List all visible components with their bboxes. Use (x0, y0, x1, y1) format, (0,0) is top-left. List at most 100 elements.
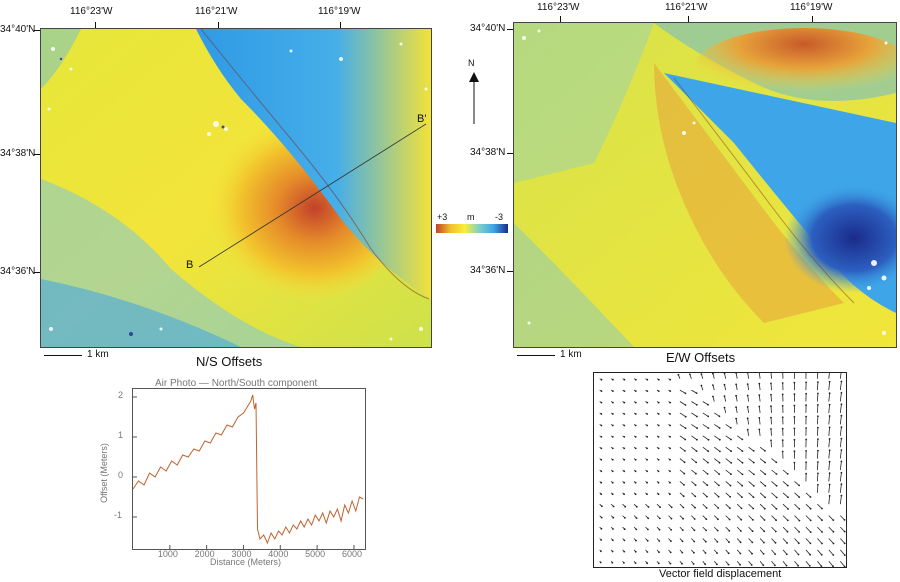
vector-arrow-head (612, 390, 614, 392)
vector-arrow-head (611, 481, 614, 484)
vector-arrow-head (612, 413, 614, 415)
vector-arrow-head (764, 449, 766, 452)
vector-arrow-head (805, 404, 807, 407)
vector-arrow-head (600, 378, 603, 381)
vector-arrow-head (828, 472, 831, 474)
vector-arrow-head (774, 553, 777, 555)
vector-arrow (758, 417, 761, 425)
vector-arrow-head (634, 413, 637, 415)
vector-arrow (771, 515, 777, 521)
vector-arrow-head (781, 393, 784, 396)
ns-offsets-raster (41, 29, 431, 347)
vector-arrow (770, 440, 772, 448)
vector-arrow-head (828, 483, 831, 486)
vector-arrow (794, 492, 800, 498)
vector-arrow-head (646, 378, 649, 381)
vector-arrow-head (600, 516, 603, 519)
vector-arrow-head (612, 401, 614, 404)
ew-offsets-map (513, 22, 897, 348)
vector-arrow-head (716, 563, 718, 566)
vector-arrow (758, 395, 761, 402)
vector-arrow-head (669, 481, 671, 484)
vector-arrow-head (793, 461, 796, 464)
vector-arrow (759, 503, 766, 509)
vector-arrow (714, 446, 721, 452)
vector-arrow (724, 384, 727, 391)
vector-arrow (782, 561, 787, 566)
vector-arrow-head (746, 417, 749, 420)
vector-arrow-head (781, 382, 784, 384)
vector-arrow-head (774, 530, 777, 533)
vector-arrow-head (623, 436, 626, 438)
vector-arrow (782, 526, 788, 532)
lat-label-3: 34°36'N (0, 266, 36, 277)
vector-arrow-head (670, 540, 672, 542)
vector-arrow (828, 450, 830, 459)
vector-arrow (759, 481, 766, 487)
vector-arrow-head (712, 384, 714, 386)
tick (340, 22, 341, 28)
vector-arrow-head (828, 460, 831, 463)
profile-plot (132, 394, 364, 549)
vector-arrow-head (828, 392, 831, 395)
vector-arrow-head (775, 519, 777, 522)
vector-arrow-head (840, 483, 843, 486)
vector-arrow (736, 515, 742, 520)
vector-arrow-head (612, 505, 615, 508)
vector-arrow-head (612, 378, 614, 381)
vector-arrow-head (657, 493, 660, 496)
vector-arrow-head (741, 496, 743, 498)
vector-arrow (702, 412, 709, 417)
vector-arrow (817, 461, 819, 471)
vector-arrow-head (739, 552, 742, 555)
vector-arrow-head (635, 505, 638, 508)
right-scale-label: 1 km (560, 349, 582, 360)
vector-arrow (817, 503, 823, 509)
vector-arrow-head (670, 506, 673, 509)
vector-arrow-head (763, 507, 766, 510)
vector-arrow-head (658, 528, 661, 531)
vector-arrow-head (657, 481, 660, 484)
vector-arrow-head (634, 424, 637, 427)
vector-arrow-head (669, 401, 672, 404)
vector-arrow-head (729, 496, 732, 498)
vector-arrow-head (693, 551, 695, 554)
vector-arrow (817, 404, 819, 413)
vector-arrow-head (739, 563, 741, 566)
vector-arrow-head (611, 470, 614, 473)
vector-arrow-head (723, 373, 726, 375)
vector-arrow (839, 549, 846, 556)
vector-arrow (828, 495, 830, 505)
vector-arrow-head (669, 424, 671, 427)
vector-arrow-head (843, 542, 846, 545)
vector-arrow (828, 427, 830, 436)
vector-arrow (771, 469, 777, 475)
vector-arrow-head (793, 393, 796, 395)
vector-arrow-head (740, 507, 743, 510)
vector-arrow-head (828, 426, 831, 429)
color-ramp (436, 224, 508, 233)
vector-arrow (840, 538, 845, 544)
vector-arrow (794, 481, 800, 486)
vector-arrow-head (669, 458, 671, 461)
vector-arrow (794, 503, 800, 510)
vector-arrow (747, 384, 749, 391)
vector-arrow (839, 415, 842, 425)
vector-arrow-head (684, 392, 687, 395)
tick (34, 154, 40, 155)
vector-arrow (736, 469, 743, 475)
vector-arrow (770, 428, 772, 436)
vector-arrow-head (647, 517, 650, 520)
vector-arrow-head (729, 426, 732, 429)
vector-arrow-head (692, 563, 695, 565)
vector-arrow (794, 561, 799, 566)
vector-arrow-head (657, 562, 660, 565)
vector-arrow (771, 458, 777, 463)
vector-arrow-head (762, 564, 765, 567)
vector-arrow (782, 538, 788, 544)
vector-arrow (817, 538, 823, 544)
vector-arrow (759, 446, 766, 452)
vector-arrow (805, 503, 811, 509)
vector-arrow (691, 424, 698, 429)
vector-arrow-head (646, 413, 649, 415)
